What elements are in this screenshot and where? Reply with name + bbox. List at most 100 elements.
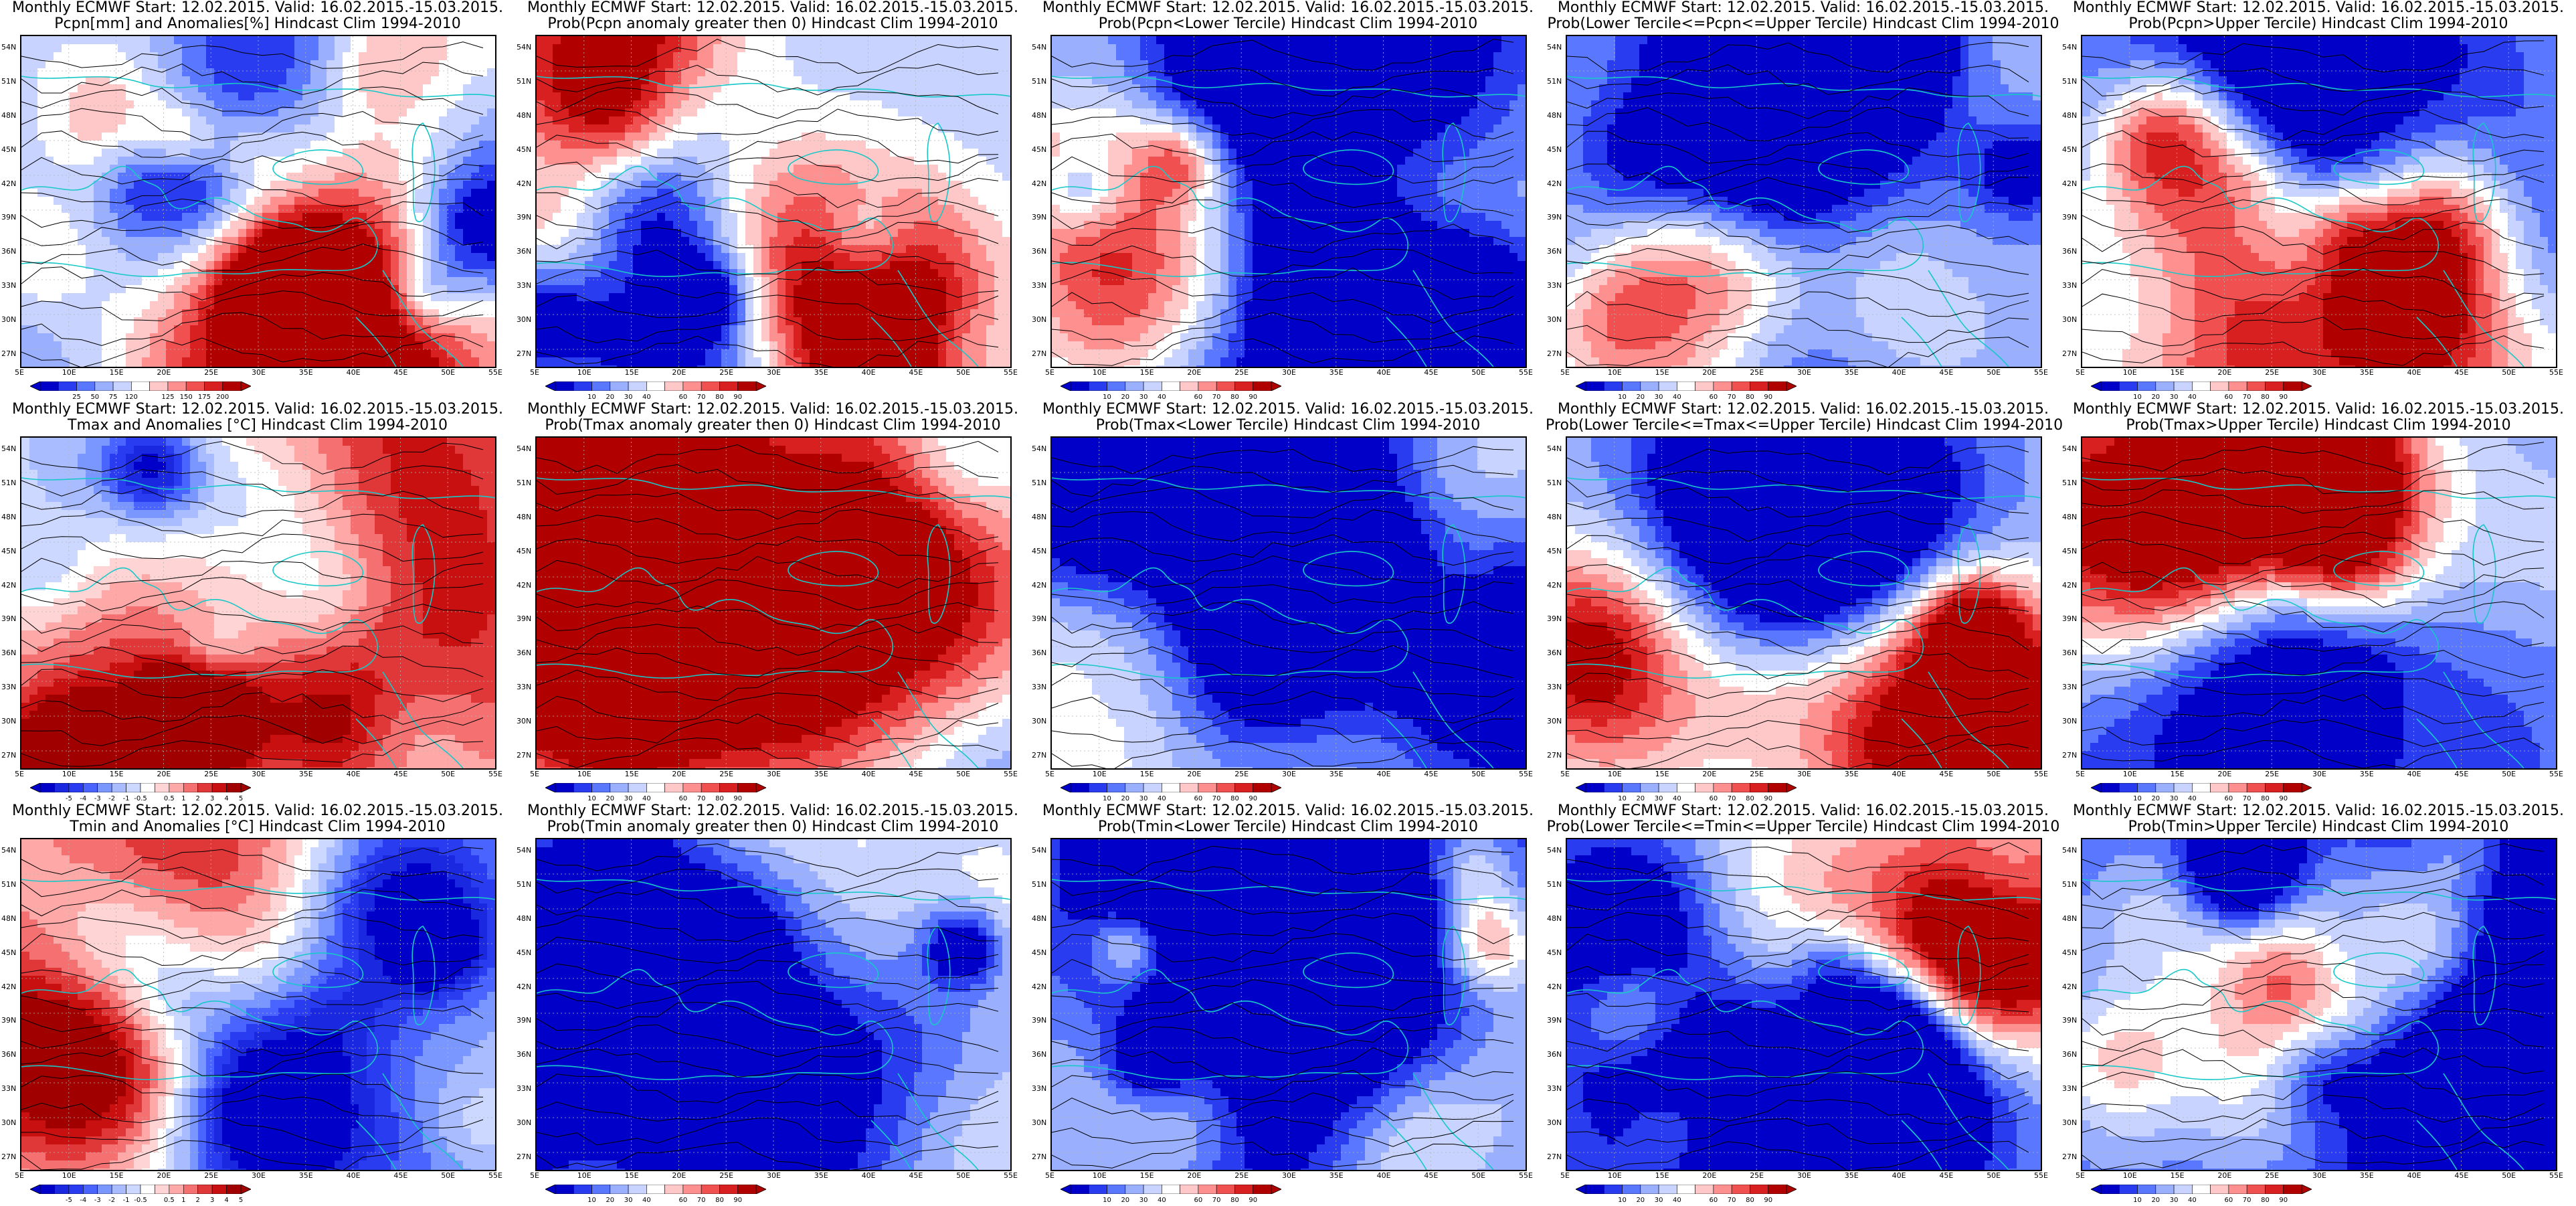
longitude-label: 35E	[2360, 770, 2374, 778]
longitude-label: 50E	[441, 1171, 455, 1180]
longitude-label: 5E	[15, 368, 24, 377]
colorbar-segment	[2265, 783, 2283, 792]
longitude-label: 25E	[2265, 770, 2279, 778]
panel-title: Monthly ECMWF Start: 12.02.2015. Valid: …	[2061, 402, 2576, 434]
longitude-label: 10E	[2123, 1171, 2137, 1180]
colorbar-segment	[1768, 1185, 1786, 1194]
colorbar	[1576, 1185, 1797, 1194]
longitude-label: 30E	[2312, 368, 2326, 377]
longitude-label: 45E	[1424, 1171, 1438, 1180]
colorbar-tick-label: 60	[1710, 394, 1718, 401]
map-frame	[535, 838, 1012, 1171]
longitude-label: 25E	[2265, 1171, 2279, 1180]
colorbar-segment	[1198, 381, 1216, 391]
colorbar	[545, 783, 766, 792]
colorbar-tick-label: 20	[606, 394, 614, 401]
colorbar-segment	[1586, 1185, 1604, 1194]
longitude-label: 55E	[2034, 368, 2048, 377]
forecast-map-panel: Monthly ECMWF Start: 12.02.2015. Valid: …	[1546, 803, 2061, 1205]
map-frame	[1050, 838, 1527, 1171]
colorbar-segment	[2247, 1185, 2265, 1194]
latitude-label: 39N	[1, 614, 16, 623]
latitude-label: 33N	[2062, 1084, 2077, 1093]
latitude-label: 30N	[1547, 315, 1562, 324]
panel-title-line2: Prob(Lower Tercile<=Tmax<=Upper Tercile)…	[1546, 418, 2061, 434]
panel-title-line2: Prob(Tmax anomaly greater then 0) Hindca…	[515, 418, 1030, 434]
colorbar-tick-label: 60	[1194, 1197, 1203, 1204]
colorbar-tick-label: 20	[606, 795, 614, 802]
colorbar-tick-label: 70	[2243, 394, 2251, 401]
longitude-label: 10E	[62, 1171, 76, 1180]
panel-title-line1: Monthly ECMWF Start: 12.02.2015. Valid: …	[0, 0, 515, 16]
colorbar-segment	[719, 1185, 737, 1194]
colorbar-tick-label: 40	[1158, 394, 1166, 401]
colorbar-segment	[141, 783, 155, 792]
longitude-label: 30E	[2312, 1171, 2326, 1180]
colorbar-tick-label: 70	[1728, 1197, 1736, 1204]
colorbar-segment	[1695, 1185, 1714, 1194]
colorbar	[545, 1185, 766, 1194]
latitude-label: 54N	[517, 43, 531, 52]
longitude-label: 45E	[393, 770, 407, 778]
longitude-label: 30E	[767, 368, 781, 377]
latitude-label: 42N	[1, 581, 16, 590]
longitude-label: 15E	[110, 1171, 124, 1180]
colorbar-segment	[98, 783, 112, 792]
anomaly-field	[1567, 839, 2041, 1170]
panel-title: Monthly ECMWF Start: 12.02.2015. Valid: …	[515, 803, 1030, 835]
colorbar-segment	[2284, 783, 2302, 792]
latitude-label: 42N	[1547, 581, 1562, 590]
latitude-label: 51N	[1, 880, 16, 889]
longitude-label: 25E	[204, 368, 218, 377]
colorbar-segment	[2101, 783, 2119, 792]
panel-title: Monthly ECMWF Start: 12.02.2015. Valid: …	[1546, 0, 2061, 32]
latitude-label: 48N	[2062, 914, 2077, 923]
latitude-label: 33N	[1, 683, 16, 691]
longitude-label: 45E	[1939, 770, 1953, 778]
latitude-label: 54N	[2062, 846, 2077, 855]
colorbar-tick-label: 25	[72, 394, 81, 401]
panel-title-line1: Monthly ECMWF Start: 12.02.2015. Valid: …	[2061, 0, 2576, 16]
colorbar-segment	[592, 1185, 610, 1194]
colorbar-segment	[155, 1185, 169, 1194]
colorbar-segment	[1234, 783, 1253, 792]
longitude-label: 25E	[719, 368, 733, 377]
colorbar-tick-label: 20	[2151, 795, 2160, 802]
colorbar-segment	[738, 783, 756, 792]
longitude-label: 20E	[1187, 368, 1201, 377]
colorbar-segment	[1677, 1185, 1695, 1194]
colorbar-tick-label: 90	[2279, 795, 2288, 802]
latitude-label: 45N	[1547, 145, 1562, 154]
longitude-label: 50E	[2502, 368, 2516, 377]
latitude-label: 42N	[1032, 581, 1046, 590]
longitude-label: 25E	[1234, 368, 1249, 377]
longitude-label: 45E	[909, 770, 923, 778]
latitude-label: 42N	[1547, 179, 1562, 188]
colorbar-segment	[646, 381, 664, 391]
longitude-label: 40E	[1892, 368, 1906, 377]
colorbar-arrow-low	[1576, 381, 1586, 391]
colorbar-segment	[155, 783, 169, 792]
latitude-label: 51N	[517, 479, 531, 487]
colorbar-tick-label: 20	[1121, 795, 1129, 802]
longitude-label: 55E	[2549, 368, 2563, 377]
colorbar-tick-label: 10	[587, 795, 596, 802]
longitude-label: 10E	[1093, 368, 1107, 377]
colorbar-segment	[1586, 783, 1604, 792]
colorbar-tick-label: 90	[1249, 1197, 1257, 1204]
longitude-label: 25E	[1750, 368, 1764, 377]
longitude-label: 45E	[1424, 368, 1438, 377]
longitude-label: 5E	[1560, 770, 1570, 778]
longitude-label: 5E	[530, 368, 539, 377]
colorbar-segment	[683, 1185, 701, 1194]
colorbar-tick-label: 30	[624, 394, 633, 401]
longitude-label: 40E	[862, 1171, 876, 1180]
colorbar-segment	[212, 783, 226, 792]
longitude-label: 15E	[1140, 1171, 1154, 1180]
panel-title-line2: Prob(Pcpn anomaly greater then 0) Hindca…	[515, 16, 1030, 32]
longitude-label: 55E	[1004, 1171, 1018, 1180]
colorbar-segment	[141, 1185, 155, 1194]
latitude-label: 48N	[517, 111, 531, 120]
longitude-label: 5E	[1560, 368, 1570, 377]
colorbar-tick-label: 4	[224, 1197, 228, 1204]
